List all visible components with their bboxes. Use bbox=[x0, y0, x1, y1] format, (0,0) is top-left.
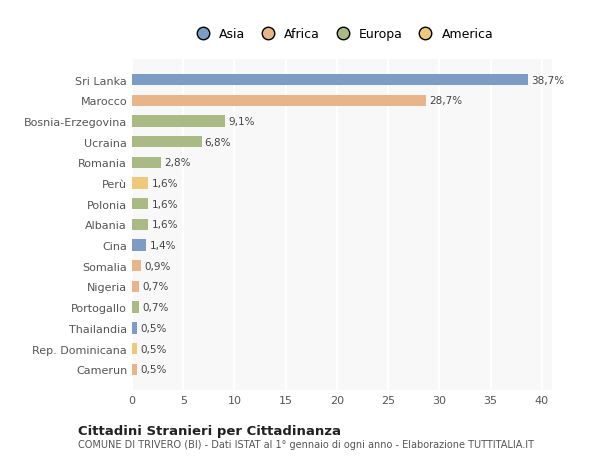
Text: 0,5%: 0,5% bbox=[140, 323, 167, 333]
Text: 0,5%: 0,5% bbox=[140, 344, 167, 354]
Bar bbox=[132, 178, 148, 189]
Text: 0,7%: 0,7% bbox=[142, 302, 169, 313]
Bar bbox=[132, 364, 137, 375]
Bar bbox=[132, 116, 225, 127]
Text: 1,6%: 1,6% bbox=[151, 199, 178, 209]
Text: 0,9%: 0,9% bbox=[144, 261, 170, 271]
Text: 1,6%: 1,6% bbox=[151, 179, 178, 189]
Text: COMUNE DI TRIVERO (BI) - Dati ISTAT al 1° gennaio di ogni anno - Elaborazione TU: COMUNE DI TRIVERO (BI) - Dati ISTAT al 1… bbox=[78, 440, 534, 449]
Bar bbox=[132, 302, 139, 313]
Bar bbox=[132, 137, 202, 148]
Bar bbox=[132, 261, 141, 272]
Text: 1,4%: 1,4% bbox=[149, 241, 176, 251]
Bar bbox=[132, 157, 161, 168]
Text: 1,6%: 1,6% bbox=[151, 220, 178, 230]
Text: 2,8%: 2,8% bbox=[164, 158, 190, 168]
Bar bbox=[132, 323, 137, 334]
Text: 28,7%: 28,7% bbox=[429, 96, 462, 106]
Legend: Asia, Africa, Europa, America: Asia, Africa, Europa, America bbox=[185, 23, 499, 46]
Text: Cittadini Stranieri per Cittadinanza: Cittadini Stranieri per Cittadinanza bbox=[78, 424, 341, 437]
Bar bbox=[132, 343, 137, 354]
Bar bbox=[132, 95, 426, 106]
Bar bbox=[132, 240, 146, 251]
Bar bbox=[132, 281, 139, 292]
Text: 0,5%: 0,5% bbox=[140, 364, 167, 375]
Bar bbox=[132, 75, 529, 86]
Text: 9,1%: 9,1% bbox=[228, 117, 255, 127]
Bar bbox=[132, 219, 148, 230]
Text: 6,8%: 6,8% bbox=[205, 137, 231, 147]
Text: 0,7%: 0,7% bbox=[142, 282, 169, 292]
Text: 38,7%: 38,7% bbox=[532, 75, 565, 85]
Bar bbox=[132, 199, 148, 210]
